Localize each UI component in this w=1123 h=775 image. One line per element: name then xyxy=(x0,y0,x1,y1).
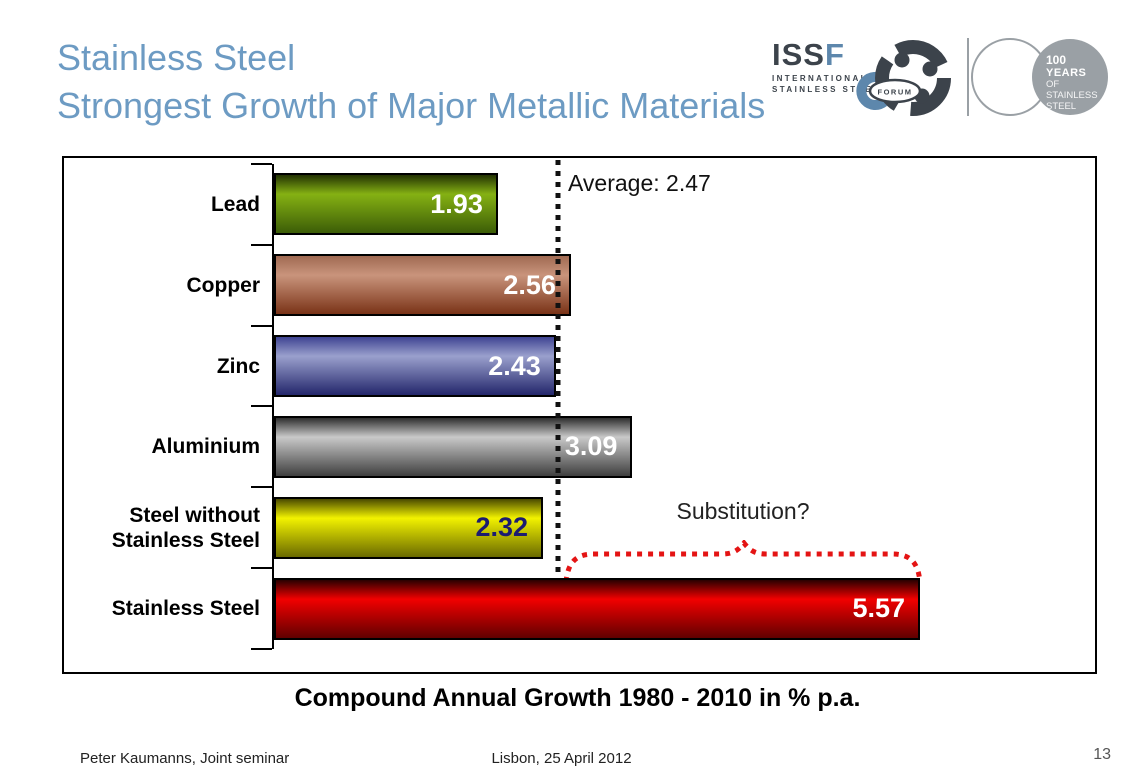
title-line-2: Strongest Growth of Major Metallic Mater… xyxy=(57,85,766,126)
chart-area: Average: 2.47 Substitution? Lead 1.93 Copp… xyxy=(62,156,1097,674)
bar-value: 2.56 xyxy=(503,269,556,300)
category-label: Copper xyxy=(186,273,261,297)
category-label: Stainless Steel xyxy=(111,597,260,621)
issf-acronym-dark: ISS xyxy=(772,37,825,72)
issf-subline-2: STAINLESS STEEL xyxy=(772,85,881,94)
axis-tick xyxy=(251,163,272,165)
issf-subline-1: INTERNATIONAL xyxy=(772,74,868,83)
axis-tick xyxy=(251,647,272,650)
bar-value: 1.93 xyxy=(430,188,483,219)
axis-tick xyxy=(251,405,272,408)
page-number: 13 xyxy=(1093,746,1111,763)
bar-value: 2.43 xyxy=(488,350,541,381)
bar: 5.57 xyxy=(274,577,921,640)
issf-forum-badge-label: FORUM xyxy=(878,88,913,97)
page-title: Stainless Steel Strongest Growth of Majo… xyxy=(57,34,765,130)
category-label: Aluminium xyxy=(151,435,261,459)
axis-tick xyxy=(251,486,272,489)
axis-tick xyxy=(251,567,272,570)
x-axis-title: Compound Annual Growth 1980 - 2010 in % … xyxy=(294,684,861,712)
bar: 2.32 xyxy=(274,496,544,559)
bar: 3.09 xyxy=(274,415,633,478)
bar: 2.56 xyxy=(274,254,571,317)
centenary-line-of: OF xyxy=(1046,79,1059,90)
centenary-line-years: YEARS xyxy=(1046,67,1086,79)
substitution-brace-icon xyxy=(563,540,923,583)
y-axis-line xyxy=(272,164,274,649)
centenary-line-100: 100 xyxy=(1046,53,1066,67)
category-label: Zinc xyxy=(216,354,260,378)
axis-tick xyxy=(251,243,272,246)
issf-forum-emblem-icon: FORUM xyxy=(856,40,951,116)
footer-venue-date: Lisbon, 25 April 2012 xyxy=(491,750,632,767)
issf-acronym: ISSF xyxy=(772,37,892,72)
bar-value: 3.09 xyxy=(564,431,618,462)
bar: 2.43 xyxy=(274,335,556,398)
title-line-1: Stainless Steel xyxy=(57,37,296,78)
centenary-logo: 100 YEARS OF STAINLESS STEEL xyxy=(967,38,1108,116)
bar-value: 5.57 xyxy=(852,593,906,624)
axis-tick xyxy=(251,324,272,327)
average-line xyxy=(555,160,561,572)
bar: 1.93 xyxy=(274,173,498,236)
substitution-annotation: Substitution? xyxy=(676,498,810,524)
average-label: Average: 2.47 xyxy=(568,170,711,196)
category-label: Lead xyxy=(210,192,260,216)
category-label: Steel without Stainless Steel xyxy=(111,503,260,552)
centenary-line-stainless: STAINLESS xyxy=(1046,90,1098,101)
issf-logo: ISSF INTERNATIONAL STAINLESS STEEL xyxy=(772,37,892,95)
issf-acronym-blue: F xyxy=(824,37,845,72)
footer-author: Peter Kaumanns, Joint seminar xyxy=(80,750,290,767)
bar-value: 2.32 xyxy=(475,512,529,543)
centenary-line-steel: STEEL xyxy=(1046,101,1076,112)
